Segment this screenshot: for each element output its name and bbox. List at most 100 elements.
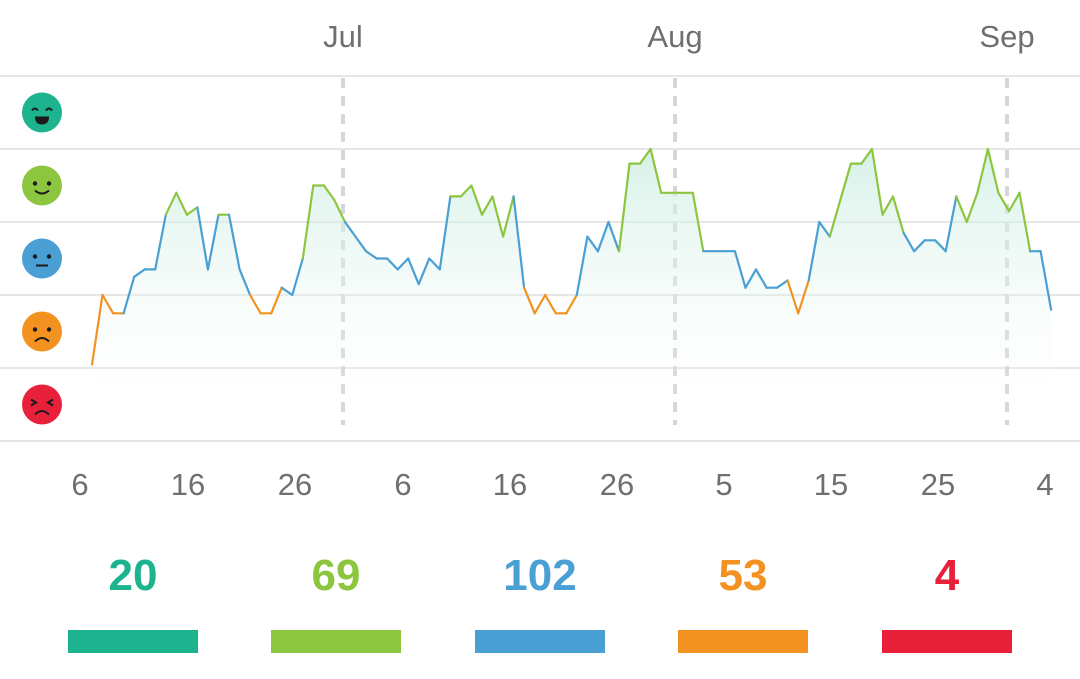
mood-line-segment (818, 220, 831, 238)
mood-line-segment (575, 235, 589, 297)
mood-line-segment (617, 162, 631, 253)
mood-line-segment (522, 286, 536, 315)
mood-line-segment (839, 162, 853, 202)
awful-bar (882, 630, 1012, 653)
mood-line-segment (133, 268, 146, 278)
mood-line-segment (438, 195, 452, 271)
day-tick-label: 15 (814, 467, 848, 502)
mood-line-segment (491, 195, 505, 238)
mood-line-segment (227, 213, 241, 271)
day-tick-label: 26 (600, 467, 634, 502)
mood-line-segment (965, 191, 979, 224)
mood-stat-bad[interactable]: 53 (678, 540, 808, 653)
day-tick-label: 16 (171, 467, 205, 502)
mood-line-segment (638, 147, 652, 165)
mood-line-segment (238, 268, 252, 297)
mood-line (90, 147, 1053, 366)
mood-area-fill (92, 149, 1052, 425)
mood-line-segment (565, 293, 578, 315)
mood-line-segment (343, 220, 357, 238)
meh-bar (475, 630, 605, 653)
mood-line-segment (860, 147, 874, 165)
mood-line-segment (807, 220, 821, 282)
mood-stat-awful[interactable]: 4 (882, 540, 1012, 653)
meh-count: 102 (503, 551, 577, 600)
mood-icons (22, 92, 62, 425)
day-tick-labels: 6 16 26 6 16 26 5 15 25 4 (71, 467, 1053, 502)
mood-line-segment (544, 293, 557, 315)
day-tick-label: 6 (71, 467, 88, 502)
mood-stat-great[interactable]: 20 (68, 540, 198, 653)
frowning-face-icon (22, 311, 62, 352)
mood-line-segment (976, 147, 990, 194)
mood-line-segment (90, 293, 104, 366)
day-tick-label: 25 (921, 467, 955, 502)
mood-line-segment (1007, 191, 1021, 213)
mood-line-segment (122, 275, 136, 315)
mood-line-segment (881, 195, 895, 216)
mood-line-segment (1039, 250, 1053, 311)
mood-line-segment (775, 279, 789, 289)
awful-count: 4 (934, 551, 960, 600)
mood-line-segment (986, 147, 1000, 194)
laughing-face-icon (22, 92, 62, 133)
mood-line-segment (354, 235, 368, 253)
mood-line-segment (828, 199, 842, 238)
mood-line-segment (164, 191, 178, 216)
mood-line-segment (470, 184, 484, 216)
month-labels: Jul Aug Sep (323, 19, 1034, 54)
bad-count: 53 (718, 551, 768, 600)
mood-line-segment (744, 268, 758, 289)
month-label: Jul (323, 19, 363, 54)
mood-line-segment (333, 199, 347, 224)
mood-line-segment (891, 195, 905, 234)
mood-line-segment (428, 257, 441, 271)
mood-line-segment (480, 195, 494, 216)
mood-area (92, 149, 1052, 425)
day-tick-label: 16 (493, 467, 527, 502)
mood-line-segment (291, 257, 304, 297)
mood-line-segment (754, 268, 768, 289)
mood-line-segment (175, 191, 188, 216)
mood-line-segment (396, 257, 410, 271)
mood-line-segment (691, 191, 705, 253)
smiling-face-icon (22, 165, 62, 206)
good-count: 69 (311, 551, 361, 600)
mood-line-segment (870, 147, 884, 216)
mood-line-segment (902, 231, 916, 253)
mood-line-segment (797, 279, 810, 315)
mood-line-segment (185, 206, 199, 216)
day-tick-label: 5 (715, 467, 732, 502)
month-label: Aug (647, 19, 702, 54)
mood-line-segment (733, 250, 747, 289)
mood-line-segment (912, 239, 926, 253)
month-label: Sep (979, 19, 1034, 54)
mood-line-segment (934, 239, 947, 253)
mood-line-segment (270, 286, 283, 315)
mood-line-segment (280, 286, 294, 297)
mood-line-segment (586, 235, 600, 253)
good-bar (271, 630, 401, 653)
great-bar (68, 630, 198, 653)
mood-line-segment (196, 206, 209, 271)
mood-line-segment (533, 293, 547, 315)
mood-chart: Jul Aug Sep 6 16 26 6 16 26 5 15 25 4 (0, 19, 1080, 502)
mood-summary: 20 69 102 53 4 (0, 540, 1080, 670)
neutral-face-icon (22, 238, 62, 279)
great-count: 20 (108, 551, 158, 600)
mood-line-segment (649, 147, 663, 194)
mood-line-segment (596, 220, 610, 253)
mood-line-segment (459, 184, 473, 198)
angry-face-icon (22, 384, 62, 425)
mood-line-segment (1018, 191, 1032, 253)
mood-line-segment (206, 213, 220, 271)
mood-stat-good[interactable]: 69 (271, 540, 401, 653)
day-tick-label: 4 (1036, 467, 1053, 502)
day-tick-label: 26 (278, 467, 312, 502)
mood-line-segment (997, 191, 1011, 213)
mood-line-segment (386, 257, 399, 271)
bad-bar (678, 630, 808, 653)
mood-stat-meh[interactable]: 102 (475, 540, 605, 653)
mood-line-segment (955, 195, 968, 224)
mood-line-segment (407, 257, 420, 286)
